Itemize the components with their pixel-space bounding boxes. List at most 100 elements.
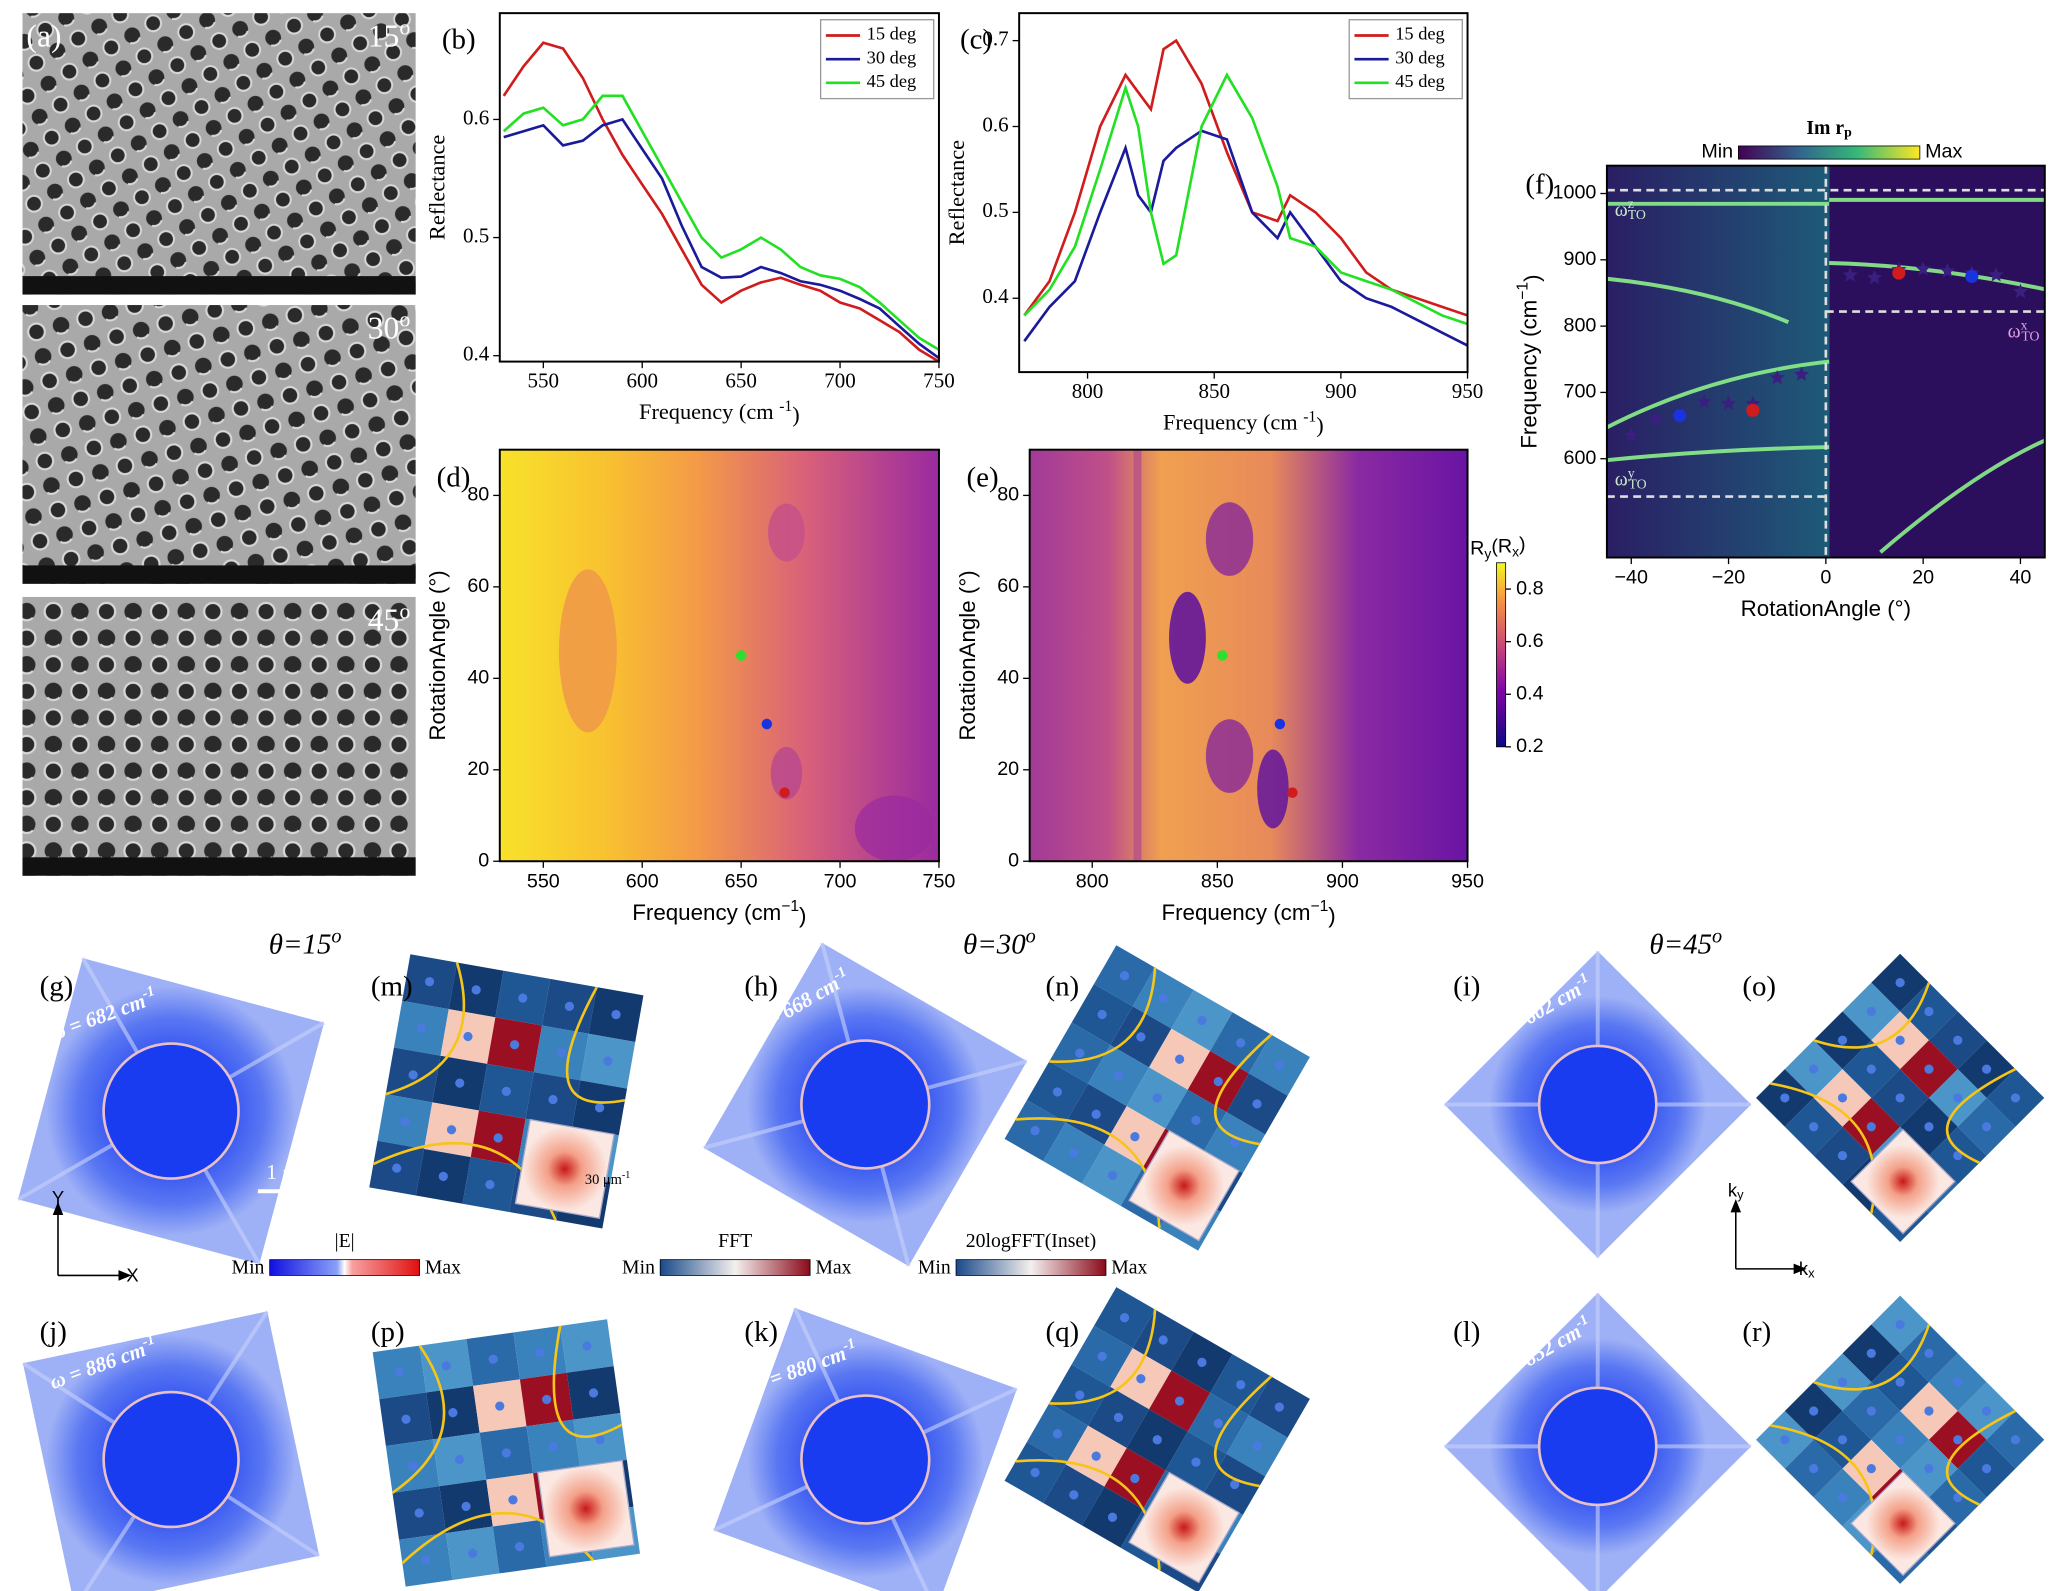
fft-dot [1895, 1093, 1905, 1103]
fft-dot [1191, 1115, 1201, 1125]
frame [1018, 12, 1469, 374]
fft-dot [1895, 1435, 1905, 1445]
x-axis-label: Frequency (cm -1) [639, 398, 800, 428]
hole [102, 1390, 240, 1529]
fft-dot [1866, 1122, 1876, 1132]
colorbar-tick-label: 0.6 [1516, 630, 1543, 652]
x-tick-label: 600 [626, 870, 659, 892]
text-part: x [2021, 318, 2028, 333]
fft-dot [508, 1495, 518, 1505]
text-part: 30 μm [585, 1172, 623, 1188]
hole [800, 1039, 931, 1170]
text-part: −1 [1310, 898, 1328, 915]
x-tick-label: 900 [1325, 379, 1357, 403]
star-point [1794, 366, 1810, 381]
fft-dot [1895, 1035, 1905, 1045]
hole [102, 1042, 240, 1180]
x-tick-label: 850 [1201, 870, 1234, 892]
y-tick-label: 800 [1563, 314, 1596, 336]
fft-dot [400, 1116, 410, 1127]
colorbar-tick-label: 0.4 [1516, 682, 1543, 704]
theta-title: θ=15o [269, 925, 342, 960]
field-map [712, 1307, 1018, 1591]
x-tick-label: 550 [528, 368, 560, 392]
fft-dot [1197, 1015, 1207, 1026]
fft-dot [1837, 1093, 1848, 1103]
colorbar [659, 1259, 811, 1276]
line-label: ωz TO [1615, 196, 1646, 222]
fft-dot [595, 1435, 605, 1445]
fft-map [369, 954, 644, 1229]
fft-dot [1809, 1464, 1819, 1474]
star-point [1842, 267, 1858, 282]
text-part: -1 [140, 1332, 157, 1351]
fft-dot [1953, 1093, 1963, 1103]
fft-dot [1809, 1122, 1819, 1132]
fft-dot [414, 1508, 424, 1518]
fft-dot [1158, 1335, 1168, 1345]
fft-dot [1809, 1406, 1819, 1416]
fft-dot [1837, 1377, 1848, 1387]
y-tick-label: 0 [1008, 849, 1019, 871]
text-part: k [1799, 1258, 1809, 1279]
fft-dot [1981, 1122, 1992, 1132]
x-tick-label: 40 [2009, 567, 2031, 589]
y-tick-label: 900 [1563, 248, 1596, 270]
colorbar-tick-label: 0.2 [1516, 735, 1543, 757]
panel-label: (p) [371, 1316, 405, 1348]
y-tick-label: 0.7 [982, 26, 1008, 50]
chart: (b) 15 deg 30 deg 45 deg 550 600 650 700 750 0.4 0… [424, 12, 955, 428]
x-tick-label: 650 [725, 870, 758, 892]
panel-label: (l) [1453, 1316, 1480, 1348]
fft-dot [1252, 1099, 1262, 1109]
fft-dot [1866, 1464, 1876, 1474]
colorbar-max: Max [1925, 141, 1962, 163]
line-label: ωy TO [1615, 466, 1647, 492]
fft-dot [1091, 1109, 1101, 1119]
text-part: 30 [368, 311, 400, 346]
line [1023, 72, 1468, 326]
fft-dot [408, 1070, 418, 1080]
text-part: Frequency (cm [1517, 300, 1542, 449]
text-part: TO [2021, 329, 2039, 344]
point [1746, 403, 1760, 417]
text-part: θ=45 [1649, 928, 1712, 960]
fft-dot [556, 1048, 566, 1058]
fft-dot [1113, 1070, 1124, 1081]
hole [800, 1394, 931, 1525]
fft-dot [588, 1388, 599, 1398]
fft-dot [1866, 1406, 1876, 1416]
x-tick-label: 650 [725, 368, 757, 392]
axis-ky: ky [1728, 1179, 1744, 1202]
legend-label: 15 deg [1395, 24, 1445, 44]
fft-dot [455, 1078, 465, 1088]
axis-y: Y [52, 1187, 64, 1208]
fft-dot [1230, 1138, 1240, 1148]
text-part: ) [1520, 274, 1545, 281]
x-tick-label: 850 [1198, 379, 1230, 403]
line [1023, 38, 1468, 317]
info-bar [22, 276, 416, 295]
hole [1537, 1386, 1658, 1507]
y-tick-label: 0.5 [982, 198, 1008, 222]
x-tick-label: 800 [1076, 870, 1109, 892]
fft-dot [542, 1394, 552, 1405]
panel-label: (n) [1045, 970, 1079, 1002]
text-part: ) [1328, 903, 1335, 928]
sem-angle: 30o [368, 306, 411, 345]
panel-label: (i) [1453, 970, 1480, 1002]
text-part: TO [1628, 477, 1646, 492]
fft-dot [1953, 1150, 1963, 1161]
text-part: ω [1615, 199, 1628, 221]
fft-dot [1236, 1038, 1246, 1048]
frame [1028, 448, 1469, 863]
fft-dot [1136, 1032, 1146, 1042]
fft-dot [1953, 1377, 1963, 1387]
fft-dot [1780, 1435, 1790, 1445]
text-part: θ=15 [269, 928, 332, 960]
fft-dot [1924, 1064, 1934, 1074]
fft-dot [471, 985, 481, 995]
y-tick-label: 20 [467, 758, 489, 780]
fft-dot [1924, 1122, 1934, 1132]
